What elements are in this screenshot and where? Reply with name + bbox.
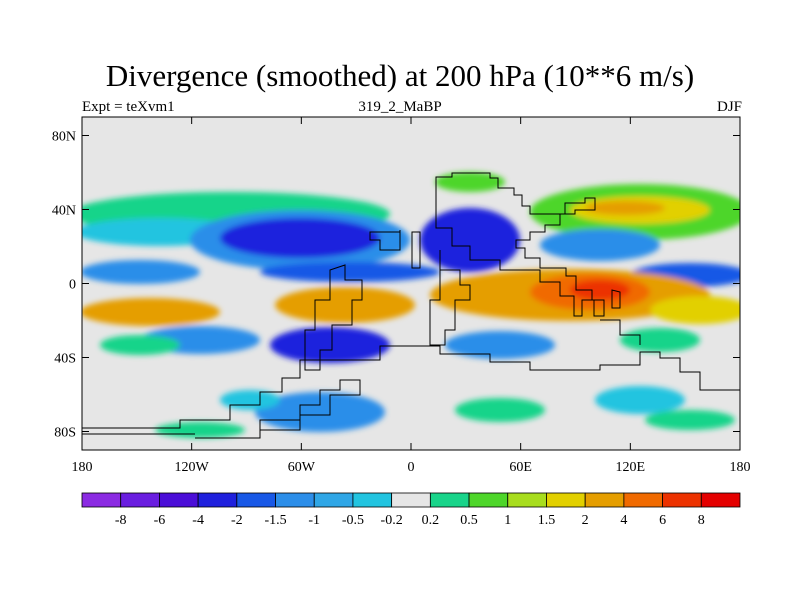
colorbar-swatch bbox=[236, 492, 276, 508]
lat-tick-label: 80N bbox=[52, 130, 76, 145]
colorbar-label: 1.5 bbox=[538, 513, 556, 528]
lon-tick-label: 60E bbox=[509, 460, 532, 475]
plot-title: Divergence (smoothed) at 200 hPa (10**6 … bbox=[105, 58, 695, 93]
run-label: 319_2_MaBP bbox=[358, 99, 442, 115]
colorbar-label: 8 bbox=[698, 513, 705, 528]
colorbar-swatch bbox=[468, 492, 509, 508]
colorbar-label: -2 bbox=[231, 513, 243, 528]
colorbar: -8 -6 -4 -2 -1.5 -1 -0.5 -0.2 0.2 0.5 1 1.5 2 4 6 8 bbox=[81, 492, 741, 528]
colorbar-label: -1 bbox=[308, 513, 320, 528]
colorbar-swatch bbox=[275, 492, 315, 508]
latitude-axis: 80N 40N 0 40S 80S bbox=[52, 130, 740, 441]
colorbar-swatch bbox=[662, 492, 702, 508]
colorbar-swatch bbox=[159, 492, 199, 508]
colorbar-swatch bbox=[623, 492, 663, 508]
lon-tick-label: 180 bbox=[72, 460, 93, 475]
colorbar-swatch bbox=[313, 492, 354, 508]
colorbar-swatch bbox=[352, 492, 393, 508]
colorbar-swatch bbox=[81, 492, 122, 508]
colorbar-label: 0.2 bbox=[422, 513, 440, 528]
lon-tick-label: 0 bbox=[408, 460, 415, 475]
contour-fill-layer bbox=[82, 172, 740, 439]
lon-tick-label: 180 bbox=[730, 460, 751, 475]
colorbar-swatch bbox=[546, 492, 586, 508]
colorbar-swatch bbox=[391, 492, 431, 508]
colorbar-label: 0.5 bbox=[460, 513, 478, 528]
colorbar-swatch bbox=[584, 492, 625, 508]
colorbar-swatch bbox=[197, 492, 238, 508]
colorbar-label: -4 bbox=[192, 513, 204, 528]
experiment-label: Expt = teXvm1 bbox=[82, 99, 175, 115]
lat-tick-label: 40S bbox=[54, 352, 76, 367]
colorbar-label: -1.5 bbox=[264, 513, 286, 528]
lat-tick-label: 80S bbox=[54, 426, 76, 441]
coastline-outline bbox=[82, 172, 740, 439]
colorbar-swatch bbox=[120, 492, 160, 508]
lon-tick-label: 120W bbox=[175, 460, 210, 475]
colorbar-swatch bbox=[429, 492, 470, 508]
colorbar-label: 1 bbox=[504, 513, 511, 528]
colorbar-label: -0.2 bbox=[381, 513, 403, 528]
lon-tick-label: 120E bbox=[616, 460, 646, 475]
colorbar-label: -6 bbox=[154, 513, 166, 528]
colorbar-swatch bbox=[507, 492, 547, 508]
colorbar-label: -8 bbox=[115, 513, 127, 528]
colorbar-swatch bbox=[700, 492, 741, 508]
longitude-axis: 180 120W 60W 0 60E 120E 180 bbox=[72, 117, 751, 475]
colorbar-label: 4 bbox=[620, 513, 627, 528]
colorbar-label: 6 bbox=[659, 513, 666, 528]
season-label: DJF bbox=[716, 99, 742, 115]
colorbar-label: -0.5 bbox=[342, 513, 364, 528]
lon-tick-label: 60W bbox=[288, 460, 316, 475]
lat-tick-label: 40N bbox=[52, 204, 76, 219]
colorbar-label: 2 bbox=[582, 513, 589, 528]
lat-tick-label: 0 bbox=[69, 278, 76, 293]
